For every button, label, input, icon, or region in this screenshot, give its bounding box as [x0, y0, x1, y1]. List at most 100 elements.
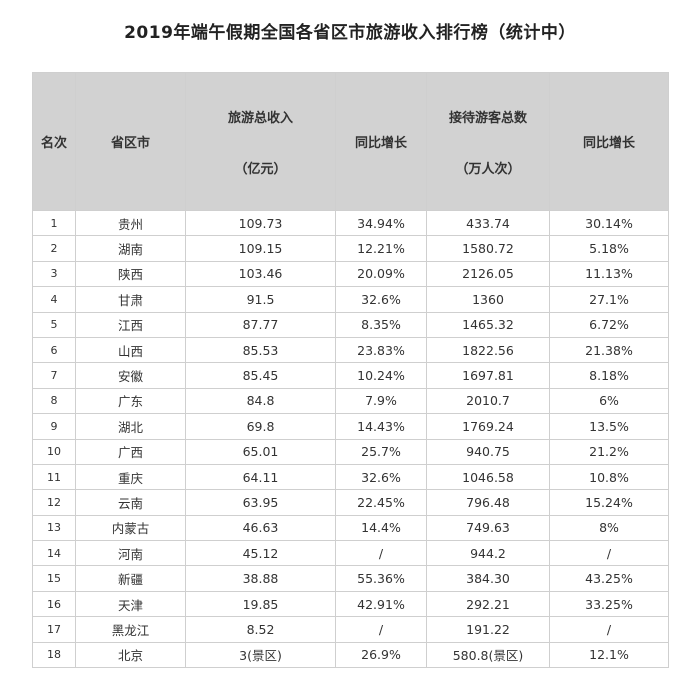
- income-cell: 63.95: [185, 489, 336, 516]
- visitors-cell: 2010.7: [426, 387, 550, 415]
- rank-cell: 15: [32, 565, 76, 592]
- income-growth-cell: 55.36%: [335, 565, 427, 592]
- header-visitors-unit: （万人次）: [455, 161, 521, 177]
- visitors-growth-cell: 12.1%: [549, 641, 669, 669]
- income-cell: 64.11: [185, 463, 336, 491]
- visitors-growth-cell: 30.14%: [549, 209, 669, 237]
- rank-cell: 16: [32, 590, 76, 618]
- income-cell: 45.12: [185, 540, 336, 567]
- rank-cell: 8: [32, 387, 76, 415]
- province-cell: 山西: [75, 336, 186, 364]
- header-visitors: 接待游客总数 （万人次）: [426, 72, 550, 211]
- visitors-cell: 580.8(景区): [426, 641, 550, 669]
- visitors-cell: 1697.81: [426, 362, 550, 389]
- rank-cell: 5: [32, 311, 76, 338]
- rank-cell: 2: [32, 235, 76, 262]
- visitors-cell: 191.22: [426, 616, 550, 643]
- income-growth-cell: 32.6%: [335, 463, 427, 491]
- rank-cell: 1: [32, 209, 76, 237]
- table-body: 1 贵州 109.73 34.94% 433.74 30.14% 2 湖南 109.15 12.2…: [32, 209, 669, 669]
- visitors-growth-cell: 8%: [549, 514, 669, 542]
- province-cell: 天津: [75, 590, 186, 618]
- rank-cell: 4: [32, 286, 76, 313]
- table-row: 1 贵州 109.73 34.94% 433.74 30.14%: [32, 209, 669, 237]
- table-row: 6 山西 85.53 23.83% 1822.56 21.38%: [32, 336, 669, 364]
- table-row: 17 黑龙江 8.52/191.22/: [32, 616, 669, 643]
- header-province: 省区市: [75, 72, 186, 211]
- table-row: 13 内蒙古 46.63 14.4% 749.63 8%: [32, 514, 669, 542]
- header-visitors-label: 接待游客总数: [448, 110, 527, 126]
- table-row: 12 云南 63.95 22.45% 796.48 15.24%: [32, 489, 669, 516]
- income-growth-cell: 26.9%: [335, 641, 427, 669]
- income-growth-cell: 20.09%: [335, 260, 427, 288]
- income-cell: 46.63: [185, 514, 336, 542]
- visitors-growth-cell: /: [549, 540, 669, 567]
- rank-cell: 17: [32, 616, 76, 643]
- table-row: 8 广东 84.8 7.9% 2010.7 6%: [32, 387, 669, 415]
- visitors-cell: 1465.32: [426, 311, 550, 338]
- rank-cell: 10: [32, 438, 76, 465]
- table-row: 16 天津 19.85 42.91% 292.21 33.25%: [32, 590, 669, 618]
- table-row: 9 湖北 69.8 14.43% 1769.24 13.5%: [32, 413, 669, 440]
- visitors-growth-cell: 43.25%: [549, 565, 669, 592]
- visitors-cell: 1769.24: [426, 413, 550, 440]
- table-row: 11 重庆 64.11 32.6% 1046.58 10.8%: [32, 463, 669, 491]
- visitors-cell: 384.30: [426, 565, 550, 592]
- province-cell: 黑龙江: [75, 616, 186, 643]
- income-cell: 103.46: [185, 260, 336, 288]
- visitors-growth-cell: 21.2%: [549, 438, 669, 465]
- table-row: 2 湖南 109.15 12.21% 1580.72 5.18%: [32, 235, 669, 262]
- income-growth-cell: /: [335, 540, 427, 567]
- income-cell: 19.85: [185, 590, 336, 618]
- province-cell: 北京: [75, 641, 186, 669]
- province-cell: 湖南: [75, 235, 186, 262]
- income-growth-cell: 14.43%: [335, 413, 427, 440]
- header-rank: 名次: [32, 72, 76, 211]
- income-growth-cell: 23.83%: [335, 336, 427, 364]
- rank-cell: 18: [32, 641, 76, 669]
- income-cell: 85.45: [185, 362, 336, 389]
- table-row: 3 陕西 103.46 20.09% 2126.05 11.13%: [32, 260, 669, 288]
- visitors-growth-cell: /: [549, 616, 669, 643]
- header-income: 旅游总收入 （亿元）: [185, 72, 336, 211]
- table-row: 4 甘肃 91.5 32.6% 1360 27.1%: [32, 286, 669, 313]
- visitors-cell: 1046.58: [426, 463, 550, 491]
- province-cell: 湖北: [75, 413, 186, 440]
- table-row: 18 北京 3(景区) 26.9% 580.8(景区) 12.1%: [32, 641, 669, 669]
- income-cell: 91.5: [185, 286, 336, 313]
- rank-cell: 7: [32, 362, 76, 389]
- province-cell: 新疆: [75, 565, 186, 592]
- visitors-growth-cell: 33.25%: [549, 590, 669, 618]
- rank-cell: 12: [32, 489, 76, 516]
- income-growth-cell: 7.9%: [335, 387, 427, 415]
- rank-cell: 13: [32, 514, 76, 542]
- visitors-growth-cell: 15.24%: [549, 489, 669, 516]
- income-growth-cell: 42.91%: [335, 590, 427, 618]
- province-cell: 甘肃: [75, 286, 186, 313]
- rank-cell: 11: [32, 463, 76, 491]
- page-title: 2019年端午假期全国各省区市旅游收入排行榜（统计中）: [124, 23, 576, 43]
- visitors-cell: 1580.72: [426, 235, 550, 262]
- province-cell: 陕西: [75, 260, 186, 288]
- rank-cell: 3: [32, 260, 76, 288]
- visitors-cell: 796.48: [426, 489, 550, 516]
- visitors-growth-cell: 13.5%: [549, 413, 669, 440]
- income-cell: 109.73: [185, 209, 336, 237]
- province-cell: 河南: [75, 540, 186, 567]
- visitors-cell: 940.75: [426, 438, 550, 465]
- visitors-cell: 2126.05: [426, 260, 550, 288]
- income-cell: 84.8: [185, 387, 336, 415]
- visitors-growth-cell: 6%: [549, 387, 669, 415]
- income-growth-cell: 32.6%: [335, 286, 427, 313]
- income-cell: 109.15: [185, 235, 336, 262]
- income-cell: 69.8: [185, 413, 336, 440]
- visitors-growth-cell: 6.72%: [549, 311, 669, 338]
- header-visitors-growth: 同比增长: [549, 72, 669, 211]
- income-cell: 65.01: [185, 438, 336, 465]
- income-cell: 3(景区): [185, 641, 336, 669]
- rank-cell: 6: [32, 336, 76, 364]
- visitors-cell: 749.63: [426, 514, 550, 542]
- income-cell: 8.52: [185, 616, 336, 643]
- table-row: 14 河南 45.12/944.2/: [32, 540, 669, 567]
- income-cell: 85.53: [185, 336, 336, 364]
